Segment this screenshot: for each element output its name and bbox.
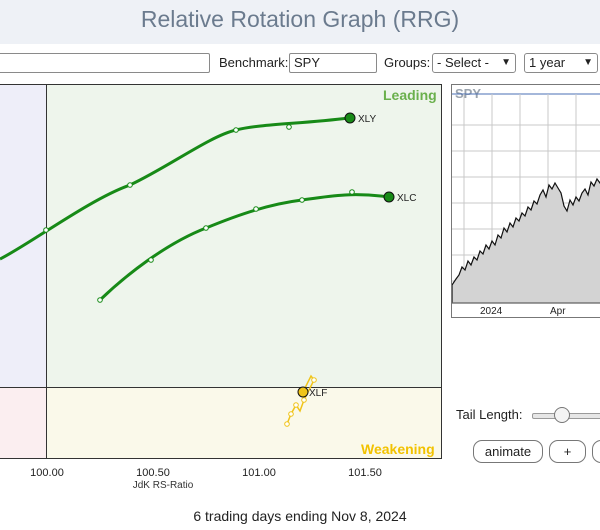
xlc-tail-line bbox=[98, 193, 390, 302]
x-tick-label: 100.00 bbox=[30, 467, 64, 479]
xlc-tail-point bbox=[253, 206, 259, 212]
xlc-tail-point bbox=[203, 225, 209, 231]
chevron-down-icon: ▼ bbox=[583, 57, 593, 68]
period-select[interactable]: 1 year ▼ bbox=[524, 53, 598, 73]
x-tick-label: 100.50 bbox=[136, 467, 170, 479]
xly-tail[interactable]: XLY bbox=[0, 112, 376, 261]
spy-price-area bbox=[452, 177, 600, 304]
toolbar: Benchmark: SPY Groups: - Select - ▼ 1 ye… bbox=[0, 46, 600, 80]
spy-chart-plot: 2024 Apr bbox=[452, 93, 600, 317]
xlf-tail-point bbox=[311, 377, 317, 383]
xlc-tail-point bbox=[148, 257, 154, 263]
period-select-value: 1 year bbox=[529, 55, 566, 70]
tail-length-slider-handle[interactable] bbox=[554, 407, 570, 423]
xlf-tail-point bbox=[284, 421, 290, 427]
rrg-chart: Leading Weakening bbox=[0, 84, 442, 459]
xly-tail-point bbox=[286, 124, 292, 130]
weakening-label: Weakening bbox=[361, 441, 435, 457]
xly-label: XLY bbox=[358, 114, 376, 125]
x-axis: 100.00 100.50 101.00 101.50 JdK RS-Ratio bbox=[0, 459, 442, 499]
xlc-tail-point bbox=[299, 197, 305, 203]
xlf-tail-line bbox=[286, 374, 315, 425]
xly-head[interactable] bbox=[344, 112, 356, 124]
benchmark-label: Benchmark: bbox=[219, 55, 289, 70]
xly-tail-line bbox=[0, 116, 350, 261]
tail-length-label: Tail Length: bbox=[456, 407, 523, 422]
xlf-tail[interactable]: XLF bbox=[284, 374, 328, 427]
leading-quadrant bbox=[46, 85, 441, 387]
benchmark-input[interactable]: SPY bbox=[289, 53, 377, 73]
xlc-head[interactable] bbox=[383, 191, 395, 203]
spy-price-chart: SPY 2024 Apr bbox=[451, 84, 600, 318]
xly-tail-point bbox=[233, 127, 239, 133]
xlc-label: XLC bbox=[397, 193, 416, 204]
center-vertical-line bbox=[46, 85, 47, 458]
footer-caption: 6 trading days ending Nov 8, 2024 bbox=[193, 508, 407, 524]
xly-tail-point bbox=[43, 227, 49, 233]
groups-label: Groups: bbox=[384, 55, 431, 70]
spy-x-label: 2024 bbox=[480, 306, 503, 317]
weakening-quadrant bbox=[46, 387, 441, 458]
lagging-quadrant bbox=[0, 387, 46, 458]
groups-select[interactable]: - Select - ▼ bbox=[432, 53, 516, 73]
x-tick-label: 101.00 bbox=[242, 467, 276, 479]
xlf-tail-point bbox=[288, 411, 294, 417]
ticker-input[interactable] bbox=[0, 53, 210, 73]
x-axis-title: JdK RS-Ratio bbox=[132, 480, 194, 491]
minus-button[interactable] bbox=[592, 440, 600, 463]
xlf-tail-point bbox=[301, 397, 307, 403]
x-tick-label: 101.50 bbox=[348, 467, 382, 479]
page-title: Relative Rotation Graph (RRG) bbox=[0, 0, 600, 44]
xlc-tail[interactable]: XLC bbox=[97, 189, 417, 303]
xlc-tail-point bbox=[349, 189, 355, 195]
xly-tail-point bbox=[127, 182, 133, 188]
xlc-tail-point bbox=[97, 297, 103, 303]
center-horizontal-line bbox=[0, 387, 441, 388]
xlf-head[interactable] bbox=[297, 386, 309, 398]
spy-x-label: Apr bbox=[550, 306, 566, 317]
xlf-label: XLF bbox=[309, 388, 327, 399]
groups-select-value: - Select - bbox=[437, 55, 490, 70]
xlf-tail-point bbox=[293, 402, 299, 408]
plus-button[interactable]: + bbox=[549, 440, 586, 463]
animate-button[interactable]: animate bbox=[473, 440, 543, 463]
chevron-down-icon: ▼ bbox=[501, 57, 511, 68]
leading-label: Leading bbox=[383, 87, 437, 103]
rrg-plot: XLY XLC XLF bbox=[0, 112, 417, 427]
